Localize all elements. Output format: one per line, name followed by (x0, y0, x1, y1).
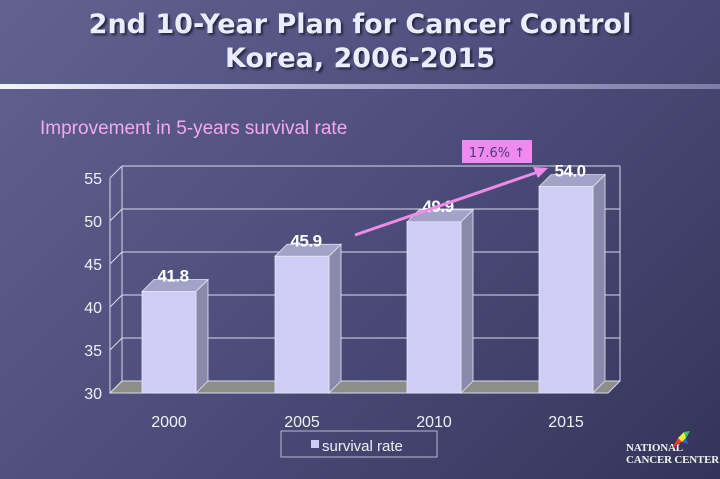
annotation-box (462, 140, 532, 163)
gridline-side (109, 208, 123, 222)
y-tick-label: 35 (84, 343, 102, 360)
gridline-side (109, 380, 123, 394)
bar: 45.9 (274, 231, 342, 394)
bar: 49.9 (406, 197, 474, 394)
x-axis-ticks: 2000 2005 2010 2015 (151, 414, 584, 431)
bar-front (274, 255, 330, 394)
gridline-side (109, 337, 123, 351)
bar-side (195, 278, 209, 394)
gridline-side (109, 294, 123, 308)
national-cancer-center-logo: NATIONAL CANCER CENTER (626, 431, 720, 466)
slide-title: 2nd 10-Year Plan for Cancer Control Kore… (0, 8, 720, 76)
bar-front (141, 291, 197, 394)
title-line-2: Korea, 2006-2015 (225, 43, 495, 74)
x-tick-label: 2000 (151, 414, 187, 431)
data-label: 45.9 (290, 231, 321, 250)
x-tick-label: 2015 (548, 414, 584, 431)
bar-side (592, 173, 606, 394)
legend-swatch (311, 440, 319, 448)
x-tick-label: 2010 (416, 414, 452, 431)
trend-arrow-line (354, 170, 539, 237)
legend: survival rate (280, 430, 438, 458)
bar-side (460, 208, 474, 394)
bar-front (538, 186, 594, 394)
gridline-side (109, 165, 123, 179)
data-label: 54.0 (554, 162, 585, 181)
gridline-side (109, 251, 123, 265)
y-tick-label: 55 (84, 171, 102, 188)
y-tick-label: 45 (84, 257, 102, 274)
bars: 41.8 45.9 49.9 54.0 (141, 162, 606, 394)
bar: 54.0 (538, 162, 606, 394)
y-tick-label: 50 (84, 214, 102, 231)
trend-arrow-head-icon (533, 167, 548, 178)
title-line-1: 2nd 10-Year Plan for Cancer Control (88, 9, 632, 40)
logo-line-1: NATIONAL (626, 442, 683, 454)
bar-side (328, 243, 342, 394)
bar-front (406, 221, 462, 394)
y-axis-ticks: 30 35 40 45 50 55 (84, 171, 102, 403)
chart-subtitle: Improvement in 5-years survival rate (40, 118, 348, 139)
bar: 41.8 (141, 267, 209, 394)
y-tick-label: 40 (84, 300, 102, 317)
y-tick-label: 30 (84, 386, 102, 403)
legend-box (280, 430, 438, 458)
logo-line-2: CANCER CENTER (626, 454, 720, 466)
annotation: 17.6% ↑ (354, 140, 548, 237)
data-label: 41.8 (157, 267, 188, 286)
x-tick-label: 2005 (284, 414, 320, 431)
title-divider (0, 84, 720, 89)
annotation-text: 17.6% ↑ (469, 146, 525, 161)
logo-mark-icon (672, 431, 690, 448)
legend-label: survival rate (322, 438, 403, 455)
